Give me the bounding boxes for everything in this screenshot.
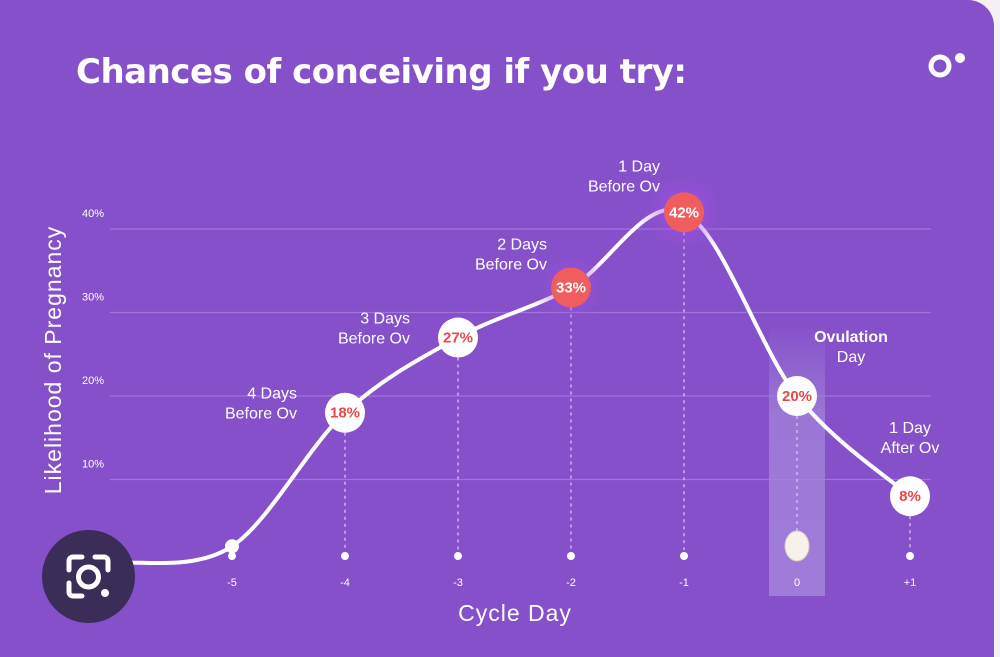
data-point-marker [664, 192, 704, 233]
x-tick-label: -1 [679, 577, 689, 589]
data-point-marker [551, 267, 591, 308]
annotation-label: Before Ov [338, 331, 410, 348]
data-label: 27% [443, 330, 473, 347]
y-tick-label: 30% [82, 292, 104, 304]
data-point-marker [438, 317, 478, 358]
x-tick-dot [906, 552, 914, 560]
x-tick-label: 0 [794, 577, 800, 589]
x-axis-title: Cycle Day [458, 600, 572, 626]
x-tick-dot [341, 552, 349, 560]
annotation-label: 1 Day [618, 158, 660, 175]
annotation-label: 3 Days [360, 311, 410, 328]
logo-circle-icon [928, 53, 965, 78]
annotation-label: Before Ov [475, 256, 547, 273]
chart-title: Chances of conceiving if you try: [76, 52, 687, 92]
annotation-label: 1 Day [889, 420, 931, 437]
data-label: 8% [899, 488, 921, 505]
x-tick-label: -3 [453, 577, 463, 589]
data-label: 18% [330, 405, 360, 422]
y-tick-label: 20% [82, 375, 104, 387]
annotation-label: Day [837, 349, 865, 366]
x-tick-dot [567, 552, 575, 560]
y-tick-label: 10% [82, 459, 104, 471]
x-tick-dot [454, 552, 462, 560]
x-tick-label: -4 [340, 577, 350, 589]
annotation-label: After Ov [881, 440, 940, 457]
data-point-marker [777, 376, 817, 416]
x-tick-label: +1 [904, 577, 917, 589]
egg-icon [784, 530, 810, 562]
data-point-marker [225, 539, 239, 554]
y-tick-label: 40% [82, 208, 104, 220]
x-tick-label: -2 [566, 577, 576, 589]
x-tick-label: -5 [227, 577, 237, 589]
annotation-label: Ovulation [814, 329, 888, 346]
x-tick-dot [680, 552, 688, 560]
annotation-label: Before Ov [225, 406, 297, 423]
data-label: 33% [556, 279, 586, 296]
camera-search-icon[interactable] [42, 530, 135, 623]
annotation-label: 2 Days [497, 236, 547, 253]
data-label: 20% [782, 388, 812, 405]
x-tick-dot [228, 552, 236, 560]
annotation-label: 4 Days [247, 386, 297, 403]
y-axis-title: Likelihood of Pregnancy [40, 226, 66, 495]
data-point-marker [325, 392, 365, 433]
data-point-marker [890, 476, 930, 517]
data-label: 42% [669, 204, 699, 221]
annotation-label: Before Ov [588, 178, 660, 195]
series-line [117, 207, 912, 566]
